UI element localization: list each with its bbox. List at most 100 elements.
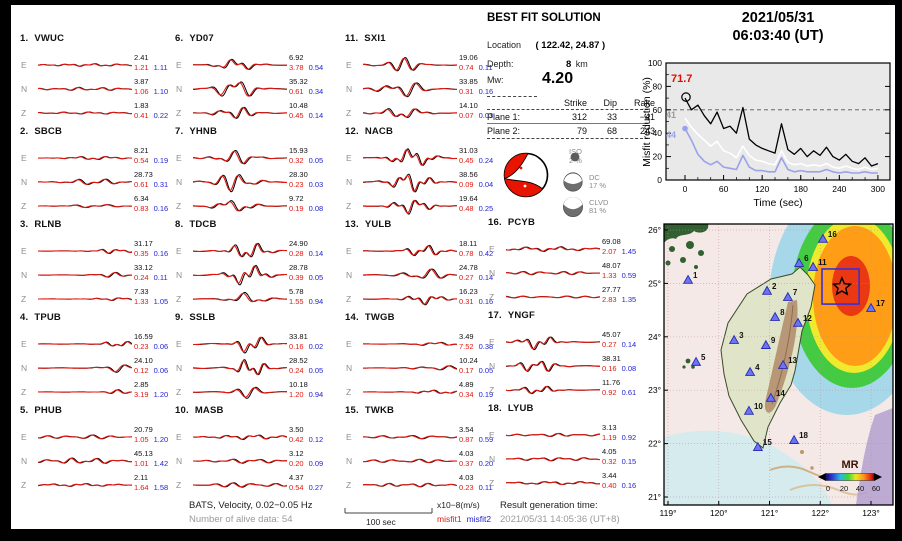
misfit2-value: 1.35 <box>621 294 637 304</box>
misfit1-value: 1.33 <box>134 296 149 306</box>
peak-amplitude: 31.17 <box>134 239 153 248</box>
station-number: 15. <box>345 405 359 416</box>
peak-amplitude: 31.03 <box>459 146 478 155</box>
coastal-island <box>680 257 686 263</box>
penghu-island <box>682 365 686 369</box>
peak-amplitude: 4.37 <box>289 473 304 482</box>
misfit2-value: 0.94 <box>308 389 324 399</box>
peak-amplitude: 3.44 <box>602 471 617 480</box>
misfit1-value: 1.01 <box>134 458 149 468</box>
station-block: 9. SSLB E 33.81 0.16 0.02 N 28.52 0.24 0.05 Z 10.18… <box>173 312 329 405</box>
map-y-tick-label: 23° <box>648 385 661 395</box>
observed-trace <box>506 360 600 372</box>
station-title: 2. SBCB <box>20 126 62 137</box>
synthetic-trace <box>193 201 287 212</box>
synthetic-trace <box>193 292 287 303</box>
station-marker <box>728 334 740 344</box>
waveform-plot <box>506 360 600 372</box>
station-marker <box>690 356 702 366</box>
observed-trace <box>193 106 287 119</box>
station-number: 10. <box>175 405 189 416</box>
component-label: N <box>346 270 353 280</box>
station-marker <box>760 339 772 349</box>
waveform-amplitudes: 16.59 0.23 0.06 <box>134 332 178 351</box>
waveform-amplitudes: 19.64 0.48 0.25 <box>459 194 503 213</box>
waveform-plot <box>363 365 457 371</box>
map-x-tick-label: 119° <box>660 508 677 518</box>
waveform-amplitudes: 45.07 0.27 0.14 <box>602 330 646 349</box>
station-marker-label: 11 <box>818 258 827 267</box>
waveform-amplitudes: 33.81 0.16 0.02 <box>289 332 333 351</box>
misfit1-value: 0.24 <box>289 365 304 375</box>
waveform-plot <box>506 270 600 276</box>
peak-amplitude: 4.03 <box>459 449 474 458</box>
misfit2-value: 1.20 <box>153 434 169 444</box>
central-mountain-range <box>764 300 798 413</box>
station-name: SBCB <box>34 126 63 137</box>
map-x-tick-label: 120° <box>710 508 728 518</box>
misfit2-value: 0.27 <box>308 482 324 492</box>
peak-amplitude: 28.52 <box>289 356 308 365</box>
misfit2-value: 0.42 <box>478 248 494 258</box>
waveform-row <box>38 238 132 264</box>
misfit2-value: 0.12 <box>308 434 324 444</box>
synthetic-trace <box>38 156 132 160</box>
station-block: 17. YNGF E 45.07 0.27 0.14 N 38.31 0.16 0.08 Z 11.7… <box>486 310 642 403</box>
misfit1-value: 0.31 <box>459 296 474 306</box>
waveform-plot <box>363 268 457 279</box>
waveform-amplitudes: 45.13 1.01 1.42 <box>134 449 178 468</box>
misfit2-value: 0.14 <box>478 272 494 282</box>
component-label: E <box>21 153 27 163</box>
component-label: E <box>346 432 352 442</box>
misfit2-value: 0.59 <box>621 270 637 280</box>
component-label: N <box>346 84 353 94</box>
misfit1-value: 0.54 <box>134 155 149 165</box>
misfit1-value: 0.39 <box>289 272 304 282</box>
waveform-amplitudes: 38.31 0.16 0.08 <box>602 354 646 373</box>
peak-amplitude: 48.07 <box>602 261 621 270</box>
misfit2-value: 0.05 <box>308 365 324 375</box>
waveform-row <box>363 238 457 264</box>
waveform-amplitudes: 11.76 0.92 0.61 <box>602 378 646 397</box>
x-axis-label: Time (sec) <box>753 197 802 209</box>
nodal-line <box>504 153 529 179</box>
misfit2-value: 0.14 <box>621 339 637 349</box>
peak-amplitude: 18.11 <box>459 239 478 248</box>
misfit1-value: 0.27 <box>459 272 474 282</box>
synthetic-trace <box>506 295 600 299</box>
col-rake: Rake <box>633 98 655 108</box>
shallow-sea <box>664 430 832 505</box>
peak-amplitude: 28.73 <box>134 170 153 179</box>
component-label: N <box>21 456 28 466</box>
waveform-plot <box>193 359 287 376</box>
misfit1-value: 0.42 <box>289 434 304 444</box>
misfit1-value: 0.45 <box>459 155 474 165</box>
component-label: E <box>21 246 27 256</box>
synthetic-trace <box>38 249 132 254</box>
divider-dashed <box>487 138 648 139</box>
waveform-plot <box>38 364 132 373</box>
component-label: Z <box>346 201 352 211</box>
beachball-red-lobe <box>504 178 543 197</box>
waveform-row <box>506 446 600 472</box>
station-marker <box>765 392 777 402</box>
peak-amplitude: 9.72 <box>289 194 304 203</box>
y-axis-label: Misfit reduction (%) <box>641 77 653 167</box>
waveform-row <box>193 424 287 450</box>
station-title: 5. PHUB <box>20 405 62 416</box>
misfit1-value: 0.35 <box>134 248 149 258</box>
waveform-plot <box>193 291 287 303</box>
observed-trace <box>363 244 457 257</box>
offshore-island <box>800 450 804 454</box>
misfit1-value: 0.07 <box>459 110 474 120</box>
start-marker-dot <box>682 125 688 132</box>
waveform-plot <box>38 389 132 394</box>
misfit1-value: 1.19 <box>602 432 617 442</box>
station-title: 10. MASB <box>175 405 224 416</box>
misfit2-value: 0.09 <box>308 458 324 468</box>
misfit1-value: 1.20 <box>289 389 304 399</box>
waveform-amplitudes: 31.17 0.35 0.16 <box>134 239 178 258</box>
waveform-row <box>38 145 132 171</box>
misfit2-value: 0.03 <box>478 110 494 120</box>
waveform-plot <box>193 200 287 212</box>
